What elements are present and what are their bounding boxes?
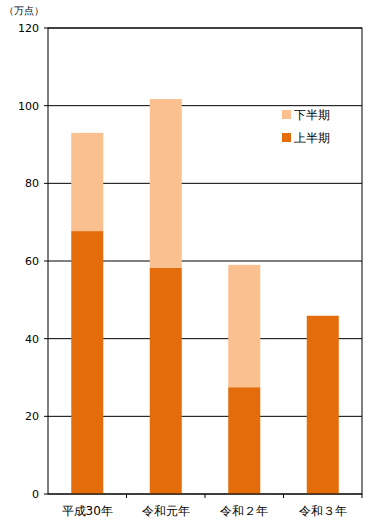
y-tick [44, 261, 48, 262]
y-tick-label: 0 [32, 488, 39, 501]
y-tick-label: 20 [25, 410, 39, 423]
y-tick [44, 105, 48, 106]
x-tick [283, 494, 284, 498]
x-tick-label: 令和３年 [299, 504, 347, 518]
y-axis-label: （万点） [4, 5, 44, 16]
legend-swatch [282, 133, 291, 142]
y-tick-label: 120 [18, 22, 39, 35]
plot-background [48, 28, 362, 494]
y-tick [44, 338, 48, 339]
legend-label: 下半期 [294, 108, 330, 122]
grid-line [48, 105, 362, 106]
bar-segment [228, 387, 260, 494]
y-tick [44, 28, 48, 29]
bar-segment [228, 265, 260, 387]
x-tick [362, 494, 363, 498]
bar-segment [150, 99, 182, 268]
x-tick-label: 平成30年 [62, 504, 113, 518]
x-tick [205, 494, 206, 498]
y-tick [44, 494, 48, 495]
chart-container: 0 20 40 60 80 100 120 平成30年 令和元年 令和２年 令和３年 （万点） 下半期上… [0, 0, 380, 525]
bar-segment [71, 231, 103, 494]
y-tick [44, 416, 48, 417]
y-tick-label: 40 [25, 333, 39, 346]
y-tick-label: 80 [25, 177, 39, 190]
y-tick-label: 60 [25, 255, 39, 268]
bar-segment [150, 268, 182, 494]
bars [71, 99, 339, 494]
y-tick-label: 100 [18, 100, 39, 113]
y-tick [44, 183, 48, 184]
bar-segment [307, 316, 339, 494]
chart-svg: 0 20 40 60 80 100 120 平成30年 令和元年 令和２年 令和３年 （万点） 下半期上… [0, 0, 380, 525]
x-tick-label: 令和元年 [142, 504, 190, 518]
x-tick [126, 494, 127, 498]
bar-segment [71, 133, 103, 231]
x-tick-label: 令和２年 [220, 504, 268, 518]
legend-label: 上半期 [294, 131, 330, 145]
plot-frame [48, 28, 362, 494]
legend-swatch [282, 110, 291, 119]
